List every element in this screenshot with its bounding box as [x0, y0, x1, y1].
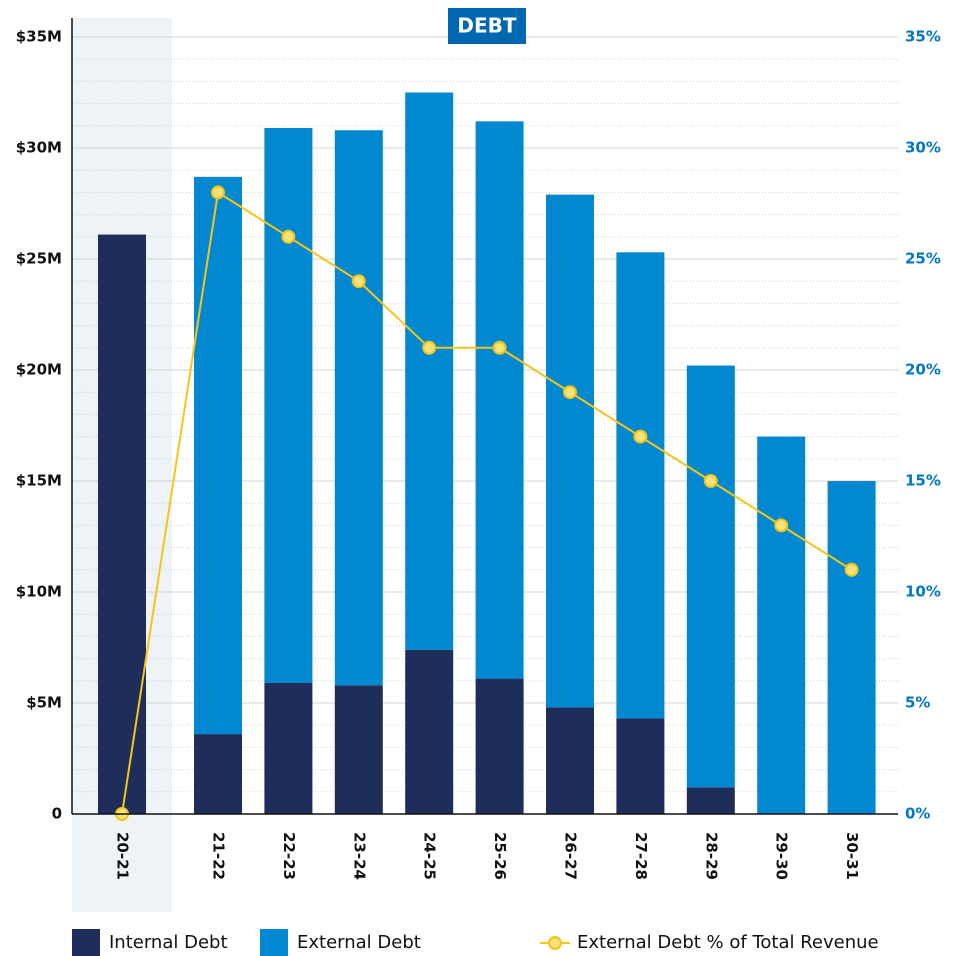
legend-swatch	[72, 929, 100, 956]
y2-tick-label: 15%	[905, 472, 941, 490]
y2-tick-label: 20%	[905, 361, 941, 379]
x-tick-label: 30-31	[843, 832, 861, 880]
bar	[546, 194, 594, 708]
line-marker	[844, 562, 859, 577]
chart-title: DEBT	[457, 14, 517, 38]
y-tick-label: 0	[52, 805, 62, 823]
y2-tick-label: 25%	[905, 250, 941, 268]
bar	[405, 649, 454, 814]
bar	[546, 707, 594, 814]
x-tick-label: 22-23	[280, 832, 298, 880]
y2-tick-label: 0%	[905, 805, 930, 823]
x-tick-label: 21-22	[210, 832, 228, 880]
y-tick-label: $35M	[16, 28, 62, 46]
bar	[475, 121, 524, 679]
bar	[334, 130, 383, 686]
bar	[405, 92, 454, 650]
title-box	[448, 8, 526, 44]
bar	[194, 176, 242, 735]
x-tick-label: 26-27	[562, 832, 580, 880]
bar	[616, 252, 665, 719]
y-tick-label: $15M	[16, 472, 62, 490]
bar	[686, 365, 735, 788]
line-marker	[703, 474, 718, 488]
bar	[475, 678, 524, 814]
x-tick-label: 28-29	[702, 832, 720, 880]
x-tick-label: 23-24	[350, 832, 368, 880]
legend-swatch-marker	[548, 936, 562, 950]
y-tick-label: $10M	[16, 583, 62, 601]
line-marker	[281, 229, 296, 244]
line-marker	[563, 385, 577, 400]
y2-tick-label: 35%	[905, 28, 941, 46]
bar	[194, 734, 242, 814]
y-tick-label: $5M	[26, 694, 62, 712]
legend-label: External Debt % of Total Revenue	[577, 932, 879, 953]
y-tick-label: $25M	[16, 250, 62, 268]
bar	[264, 128, 313, 684]
y2-tick-label: 5%	[905, 694, 930, 712]
y2-tick-label: 10%	[905, 583, 941, 601]
x-tick-label: 24-25	[421, 832, 439, 880]
line-marker	[633, 429, 648, 444]
x-tick-label: 29-30	[773, 832, 791, 880]
bar	[827, 481, 876, 814]
legend-swatch	[260, 929, 288, 956]
x-tick-label: 25-26	[491, 832, 509, 880]
bar	[686, 787, 735, 814]
line-marker	[492, 340, 507, 355]
x-tick-label: 20-21	[114, 832, 132, 880]
bar	[264, 683, 313, 814]
y-tick-label: $20M	[16, 361, 62, 379]
line-marker	[774, 518, 789, 533]
bar	[98, 234, 146, 814]
legend-label: Internal Debt	[109, 932, 228, 953]
bar	[757, 436, 806, 814]
line-marker	[422, 340, 437, 355]
y2-tick-label: 30%	[905, 139, 941, 157]
line-marker	[211, 185, 225, 200]
y-tick-label: $30M	[16, 139, 62, 157]
bar	[334, 685, 383, 814]
legend-label: External Debt	[297, 932, 421, 953]
line-marker	[351, 274, 366, 289]
bar	[616, 718, 665, 814]
x-tick-label: 27-28	[632, 832, 650, 880]
